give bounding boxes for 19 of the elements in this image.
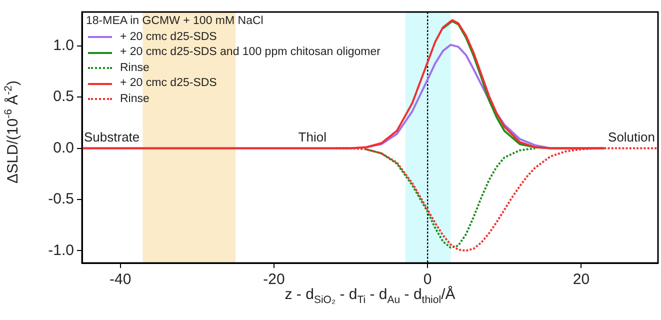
legend-label: + 20 cmc d25-SDS [120, 76, 217, 91]
y-tick-label: -0.5 [48, 190, 74, 208]
x-tick-label: 0 [423, 271, 432, 288]
y-tick-label: -1.0 [48, 242, 74, 259]
x-tick-label: -20 [263, 271, 285, 288]
legend-title: 18-MEA in GCMW + 100 mM NaCl [86, 14, 264, 29]
x-tick-label: 20 [572, 271, 590, 288]
y-tick-label: 0.5 [53, 88, 74, 106]
legend-label: Rinse [120, 92, 150, 106]
text: z - d$_{SiO₂}$ - d$_{Ti}$ - d$_{Au}$ - d$_{thiol}$/Å [284, 286, 456, 306]
x-tick-label: -40 [110, 271, 132, 288]
annotation: Thiol [298, 129, 327, 144]
y-tick-label: 0.0 [53, 139, 74, 156]
annotation: Substrate [84, 129, 140, 144]
annotation: Solution [608, 129, 656, 144]
legend-label: + 20 cmc d25-SDS and 100 ppm chitosan oligomer [120, 45, 380, 60]
legend-label: + 20 cmc d25-SDS [120, 30, 217, 44]
y-tick-label: 1.0 [53, 36, 74, 54]
legend-label: Rinse [120, 60, 150, 76]
